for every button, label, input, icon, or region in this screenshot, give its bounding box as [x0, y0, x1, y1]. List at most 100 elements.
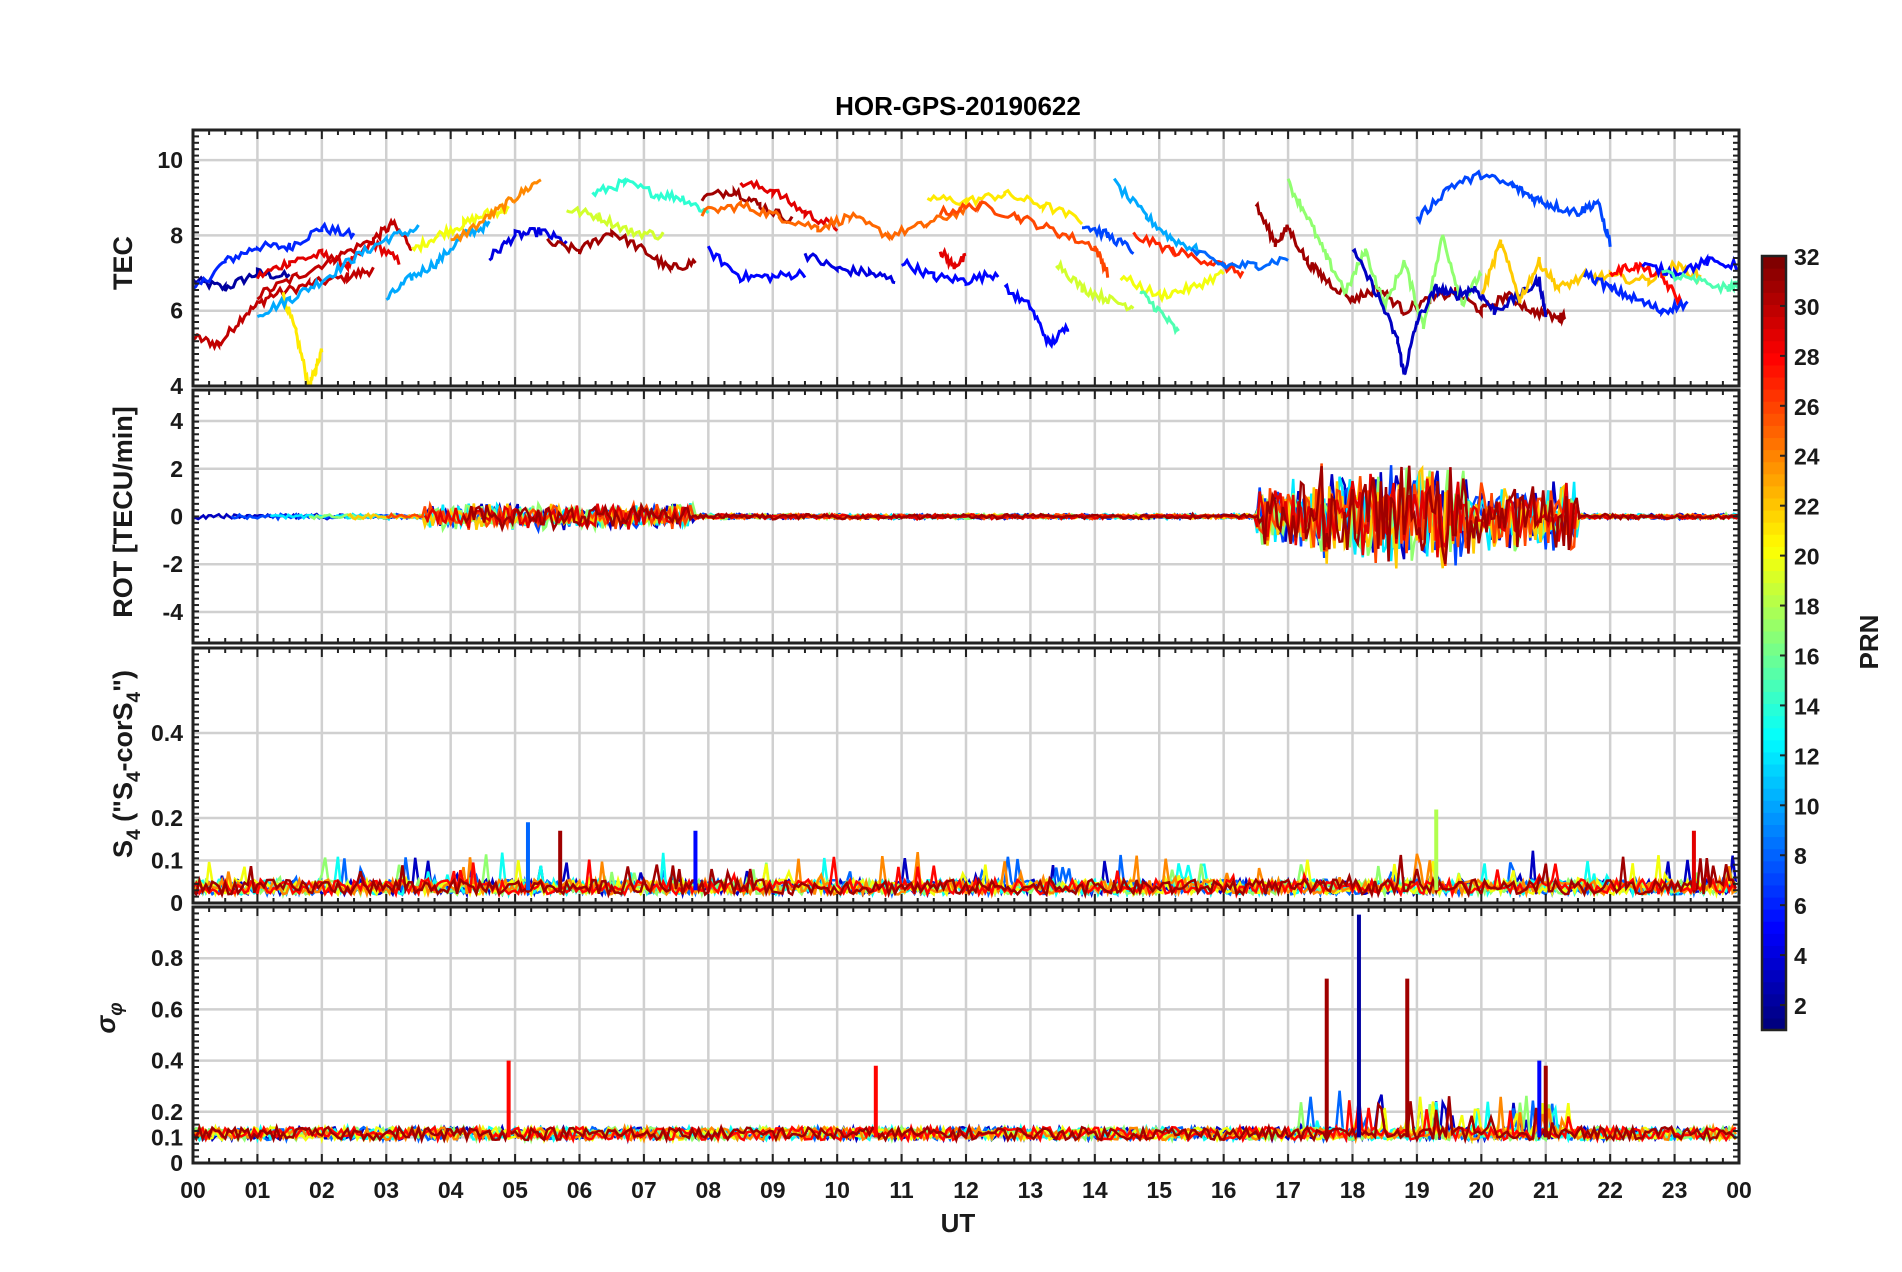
y-tick-label: 4	[170, 408, 183, 434]
tec-series-prn-19	[566, 205, 665, 241]
y-tick-label: 10	[157, 147, 183, 173]
colorbar-swatch	[1762, 836, 1786, 850]
tec-series-prn-2	[193, 267, 291, 292]
tec-series-prn-10	[1112, 177, 1200, 254]
colorbar-swatch	[1762, 352, 1786, 366]
x-tick-label: 18	[1340, 1177, 1366, 1203]
colorbar-swatch	[1762, 606, 1786, 620]
y-tick-label: 0.8	[151, 945, 183, 971]
colorbar-tick-label: 18	[1794, 594, 1820, 620]
tec-series-prn-10	[256, 224, 420, 318]
tec-series-prn-19	[1055, 259, 1135, 312]
colorbar-swatch	[1762, 437, 1786, 451]
colorbar-swatch	[1762, 848, 1786, 862]
colorbar-tick-label: 4	[1794, 943, 1807, 969]
panel-s4: 0 0.1 0.2 0.4	[151, 646, 1741, 916]
colorbar-swatch	[1762, 280, 1786, 293]
colorbar-swatch	[1762, 763, 1786, 777]
x-tick-label: 08	[696, 1177, 722, 1203]
rot-series-prn-31	[462, 465, 1739, 565]
colorbar-swatch	[1762, 776, 1786, 789]
colorbar-swatch	[1762, 788, 1786, 801]
colorbar-swatch	[1762, 981, 1786, 995]
colorbar-swatch	[1762, 376, 1786, 390]
colorbar-tick-label: 2	[1794, 993, 1807, 1019]
colorbar-swatch	[1762, 364, 1786, 378]
colorbar-swatch	[1762, 328, 1786, 342]
tec-series-prn-5	[706, 245, 807, 285]
y-tick-label: 4	[170, 373, 183, 399]
tec-series-prn-7	[1415, 169, 1612, 247]
colorbar-swatch	[1762, 449, 1786, 463]
x-tick-label: 21	[1533, 1177, 1559, 1203]
chart-title: HOR-GPS-20190622	[835, 91, 1081, 121]
x-tick-label: 11	[889, 1177, 914, 1203]
x-axis-label: UT	[941, 1208, 976, 1238]
y-tick-label: -4	[163, 599, 184, 625]
colorbar-swatch	[1762, 558, 1786, 572]
colorbar-tick-label: 10	[1794, 793, 1820, 819]
tec-series-prn-5	[901, 257, 1000, 287]
tec-series-prn-30	[193, 266, 375, 352]
tec-series-prn-6	[193, 221, 356, 290]
colorbar-swatch	[1762, 945, 1786, 959]
x-tick-label: 20	[1469, 1177, 1495, 1203]
colorbar-swatch	[1762, 461, 1786, 475]
s4-y-label: S4 ("S4-corS4")	[108, 670, 145, 858]
colorbar-tick-label: 26	[1794, 394, 1820, 420]
y-tick-label: 0.6	[151, 996, 183, 1022]
x-tick-label: 14	[1082, 1177, 1108, 1203]
colorbar-swatch	[1762, 509, 1786, 523]
tec-series-prn-26	[938, 199, 1110, 278]
series-group-sigma	[193, 914, 1737, 1145]
x-tick-label: 05	[502, 1177, 528, 1203]
colorbar-swatch	[1762, 425, 1786, 439]
tec-series-prn-29	[938, 246, 967, 271]
tec-series-prn-14	[591, 177, 710, 215]
sigma-series-prn-28	[193, 1099, 1737, 1144]
x-tick-label: 12	[953, 1177, 979, 1203]
colorbar-swatch	[1762, 522, 1786, 535]
colorbar-swatch	[1762, 739, 1786, 753]
colorbar-swatch	[1762, 340, 1786, 354]
x-tick-label: 17	[1275, 1177, 1301, 1203]
tec-series-prn-28	[1609, 261, 1683, 308]
tec-series-prn-31	[1254, 200, 1567, 327]
y-tick-label: 0.2	[151, 805, 183, 831]
colorbar-tick-label: 16	[1794, 643, 1820, 669]
x-tick-label: 23	[1662, 1177, 1688, 1203]
colorbar-swatch	[1762, 316, 1786, 330]
colorbar-swatch	[1762, 497, 1786, 511]
y-tick-label: 0.4	[151, 1048, 183, 1074]
colorbar-swatch	[1762, 256, 1786, 269]
colorbar-swatch	[1762, 630, 1786, 644]
y-tick-label: 0.1	[151, 1124, 183, 1150]
colorbar-swatch	[1762, 1005, 1786, 1019]
tec-series-prn-8	[1190, 247, 1289, 272]
colorbar-swatch	[1762, 655, 1786, 668]
x-tick-label: 13	[1018, 1177, 1044, 1203]
colorbar-tick-label: 30	[1794, 294, 1820, 320]
colorbar-tick-label: 6	[1794, 893, 1807, 919]
x-tick-label: 03	[373, 1177, 399, 1203]
colorbar-swatch	[1762, 691, 1786, 705]
tec-series-prn-25	[700, 199, 968, 242]
colorbar-swatch	[1762, 570, 1786, 584]
tec-series-prn-6	[1583, 268, 1689, 318]
tec-series-prn-24	[450, 178, 542, 243]
tec-series-prn-10	[385, 217, 491, 301]
colorbar-swatch	[1762, 957, 1786, 971]
colorbar-swatch	[1762, 969, 1786, 983]
colorbar-swatch	[1762, 413, 1786, 426]
colorbar-swatch	[1762, 715, 1786, 729]
tec-series-prn-5	[1003, 282, 1070, 350]
y-tick-label: 2	[170, 456, 183, 482]
colorbar-swatch	[1762, 860, 1786, 874]
colorbar-swatch	[1762, 292, 1786, 305]
x-tick-label: 09	[760, 1177, 786, 1203]
tec-series-prn-15	[1661, 269, 1739, 296]
tec-series-prn-7	[1081, 223, 1135, 255]
colorbar-swatch	[1762, 727, 1786, 741]
colorbar-swatch	[1762, 582, 1786, 596]
